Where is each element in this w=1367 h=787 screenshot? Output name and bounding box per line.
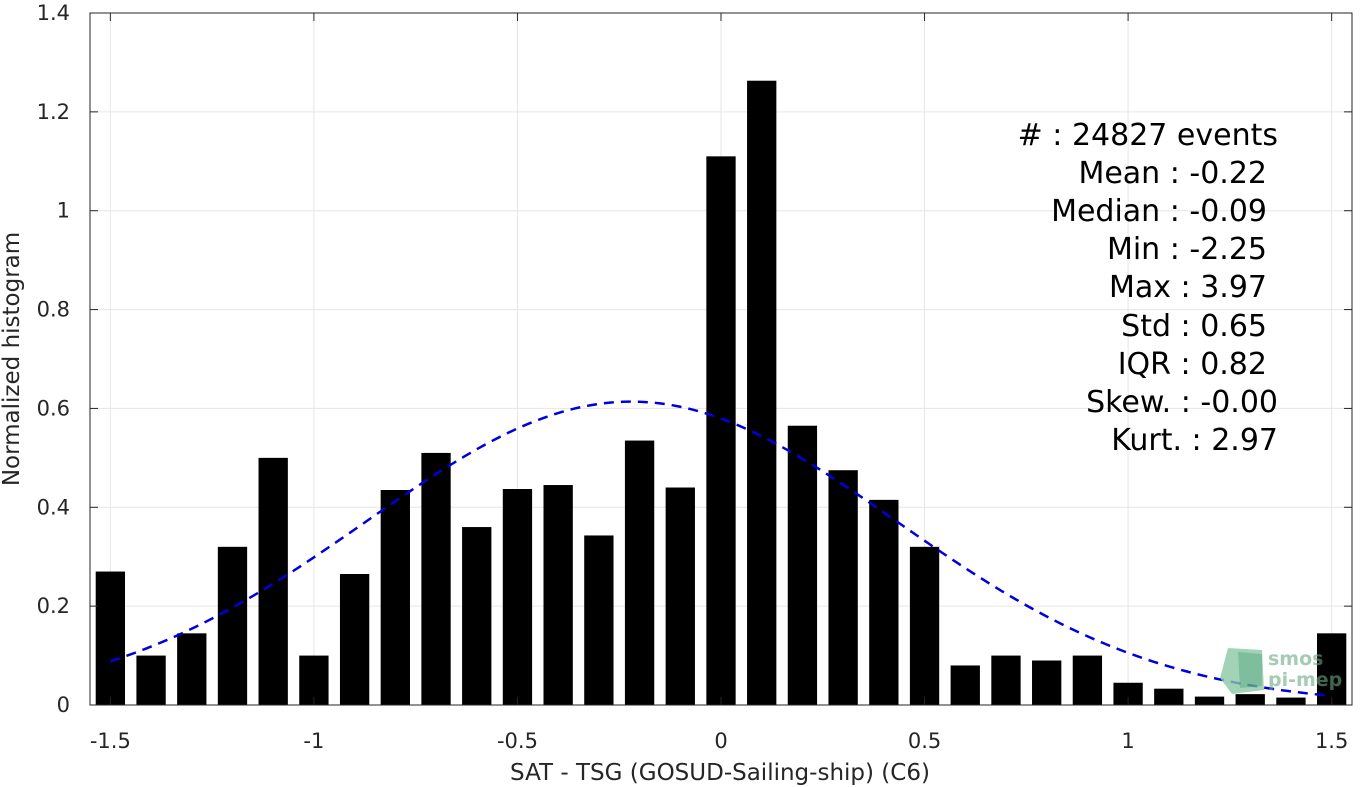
y-tick-label: 1.4 [37, 1, 70, 25]
x-tick-label: -1.5 [90, 729, 131, 753]
histogram-bar [584, 535, 614, 705]
histogram-bar [1276, 697, 1306, 705]
histogram-bar [1316, 633, 1347, 705]
histogram-bar [1154, 688, 1184, 705]
histogram-bar [421, 452, 451, 705]
x-tick-label: -1 [303, 729, 324, 753]
y-tick-label: 0.8 [37, 298, 70, 322]
histogram-bar [1194, 696, 1225, 705]
histogram-bar [543, 485, 573, 705]
histogram-bar [1032, 660, 1062, 705]
histogram-bar [462, 527, 492, 705]
y-tick-label: 0.4 [37, 495, 70, 519]
y-tick-label: 0.6 [37, 396, 70, 420]
histogram-bar [706, 156, 736, 706]
histogram-bar [787, 425, 818, 705]
statistics-box: # : 24827 events Mean : -0.22 Median : -… [1018, 118, 1278, 458]
stat-mean: Mean : -0.22 [1078, 156, 1267, 191]
y-axis-label: Normalized histogram [0, 232, 25, 486]
x-tick-label: 0 [714, 729, 727, 753]
x-tick-label: 0.5 [908, 729, 941, 753]
histogram-bar [665, 487, 695, 705]
histogram-bar [950, 665, 980, 705]
histogram-bar [909, 546, 940, 705]
histogram-bar [828, 470, 858, 705]
histogram-bar [339, 574, 370, 705]
histogram-bar [991, 655, 1021, 705]
stat-median: Median : -0.09 [1051, 194, 1267, 229]
histogram-bar [217, 546, 248, 705]
histogram-bar [869, 499, 899, 705]
histogram-bar [299, 655, 329, 705]
histogram-bar [1235, 694, 1265, 705]
y-tick-label: 1 [57, 199, 70, 223]
histogram-bar [747, 80, 777, 705]
smos-pimep-logo: smos pi-mep [1220, 648, 1342, 694]
gaussian-fit-curve [109, 400, 1332, 698]
y-tick-label: 0 [57, 693, 70, 717]
x-axis-label: SAT - TSG (GOSUD-Sailing-ship) (C6) [510, 760, 930, 786]
bars [95, 80, 1347, 706]
histogram-bar [1113, 682, 1143, 705]
histogram-bar [624, 440, 655, 705]
x-tick-label: 1.5 [1315, 729, 1348, 753]
x-tick-label: 1 [1121, 729, 1134, 753]
logo-text-smos: smos [1268, 648, 1323, 670]
histogram-bar [258, 457, 288, 705]
histogram-bar [136, 655, 166, 705]
histogram-bar [177, 633, 207, 705]
histogram-bar [380, 489, 410, 705]
histogram-bar [1072, 655, 1103, 705]
stat-max: Max : 3.97 [1109, 270, 1267, 305]
y-tick-labels: 0 0.2 0.4 0.6 0.8 1 1.2 1.4 [37, 1, 70, 717]
tick-marks [90, 12, 1352, 706]
x-tick-labels: -1.5 -1 -0.5 0 0.5 1 1.5 [90, 729, 1348, 753]
x-tick-label: -0.5 [497, 729, 538, 753]
stat-iqr: IQR : 0.82 [1118, 347, 1267, 382]
stat-min: Min : -2.25 [1107, 232, 1267, 267]
histogram-bar [95, 571, 126, 705]
stat-events: # : 24827 events [1018, 118, 1278, 153]
histogram-bar [502, 488, 533, 705]
y-tick-label: 0.2 [37, 594, 70, 618]
logo-text-pimep: pi-mep [1268, 669, 1342, 691]
stat-skew: Skew. : -0.00 [1086, 385, 1278, 420]
y-tick-label: 1.2 [37, 100, 70, 124]
logo-wave-icon-shade [1238, 652, 1262, 688]
stat-kurt: Kurt. : 2.97 [1111, 423, 1278, 458]
stat-std: Std : 0.65 [1121, 309, 1267, 344]
